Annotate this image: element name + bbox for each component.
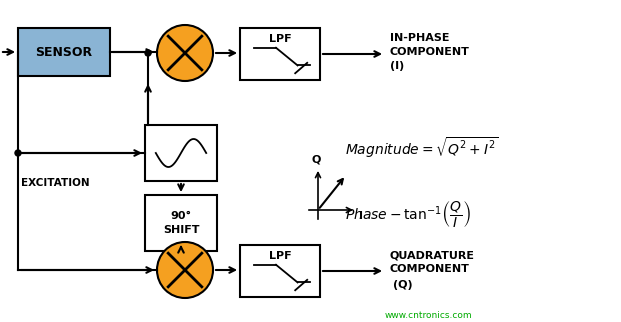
Bar <box>240 245 320 297</box>
Text: EXCITATION: EXCITATION <box>21 178 89 188</box>
Text: QUADRATURE: QUADRATURE <box>390 250 475 260</box>
Text: I: I <box>359 211 363 221</box>
Text: COMPONENT: COMPONENT <box>390 47 470 57</box>
Circle shape <box>145 50 151 56</box>
Ellipse shape <box>157 25 213 81</box>
Text: 90°
SHIFT: 90° SHIFT <box>163 212 199 235</box>
Bar <box>18 28 110 76</box>
Text: IN-PHASE: IN-PHASE <box>390 33 450 43</box>
Text: (I): (I) <box>390 61 404 71</box>
Text: LPF: LPF <box>269 34 291 44</box>
Text: www.cntronics.com: www.cntronics.com <box>385 310 473 319</box>
Text: LPF: LPF <box>269 251 291 261</box>
Text: COMPONENT: COMPONENT <box>390 264 470 274</box>
Text: Q: Q <box>311 154 320 164</box>
Text: (Q): (Q) <box>393 280 412 290</box>
Circle shape <box>15 150 21 156</box>
Text: $\mathit{Magnitude} = \sqrt{Q^2 + I^2}$: $\mathit{Magnitude} = \sqrt{Q^2 + I^2}$ <box>345 136 499 160</box>
Text: $\mathit{Phase} - \tan^{-1}\!\left(\dfrac{Q}{I}\right)$: $\mathit{Phase} - \tan^{-1}\!\left(\dfra… <box>345 200 471 230</box>
Text: SENSOR: SENSOR <box>35 45 93 59</box>
Bar <box>145 195 217 251</box>
Ellipse shape <box>157 242 213 298</box>
Bar <box>240 28 320 80</box>
Bar <box>145 125 217 181</box>
